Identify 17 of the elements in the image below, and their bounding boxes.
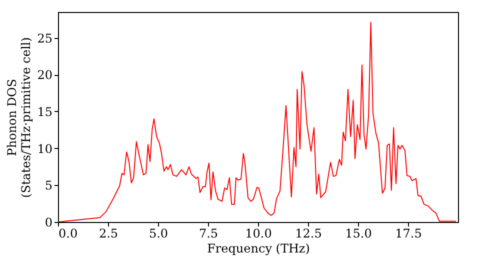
y-tick-label: 10 bbox=[37, 142, 52, 156]
x-tick-label: 7.5 bbox=[198, 226, 218, 240]
x-tick-label: 10.0 bbox=[245, 226, 272, 240]
y-axis-title: Phonon DOS (States/THz·primitive cell) bbox=[5, 37, 34, 198]
y-tick-label: 0 bbox=[44, 216, 52, 230]
y-tick-label: 5 bbox=[44, 178, 52, 193]
x-tick-label: 5.0 bbox=[148, 226, 168, 240]
x-tick-label: 2.5 bbox=[98, 226, 118, 240]
x-tick-label: 17.5 bbox=[395, 226, 422, 240]
x-tick-label: 15.0 bbox=[345, 226, 372, 240]
y-tick-label: 15 bbox=[37, 104, 52, 119]
line-series bbox=[58, 22, 456, 222]
y-tick-label: 20 bbox=[37, 68, 52, 82]
x-axis-title: Frequency (THz) bbox=[207, 242, 310, 256]
x-tick-label: 0.0 bbox=[58, 226, 78, 240]
x-tick-label: 12.5 bbox=[295, 226, 322, 240]
y-tick-label: 25 bbox=[37, 31, 52, 46]
